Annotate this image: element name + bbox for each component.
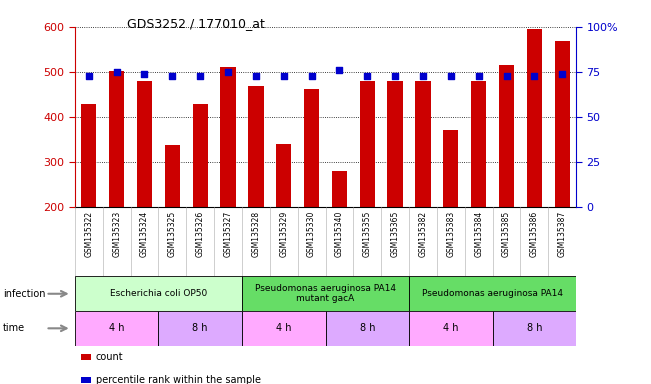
Point (390, 73, 400, 79)
Bar (193, 104, 208, 207)
Text: GSM135355: GSM135355 (363, 211, 372, 257)
Text: GSM135327: GSM135327 (223, 211, 232, 257)
Text: GSM135382: GSM135382 (419, 211, 428, 257)
Text: GSM135340: GSM135340 (335, 211, 344, 257)
Bar (359, 81, 375, 207)
Bar (109, 71, 124, 207)
Text: GSM135386: GSM135386 (530, 211, 539, 257)
Point (83, 73, 94, 79)
Bar (471, 81, 486, 207)
Bar (326, 311, 409, 346)
Text: GSM135328: GSM135328 (251, 211, 260, 257)
Point (445, 73, 456, 79)
Text: GDS3252 / 177010_at: GDS3252 / 177010_at (127, 17, 265, 30)
Bar (221, 66, 236, 207)
Text: GSM135365: GSM135365 (391, 211, 400, 257)
Text: 4 h: 4 h (443, 323, 458, 333)
Text: count: count (96, 352, 123, 362)
Text: GSM135323: GSM135323 (112, 211, 121, 257)
Bar (248, 86, 264, 207)
Text: GSM135329: GSM135329 (279, 211, 288, 257)
Bar (158, 311, 242, 346)
Bar (81, 104, 96, 207)
Bar (137, 81, 152, 207)
Bar (276, 144, 292, 207)
Bar (242, 311, 326, 346)
Bar (409, 276, 576, 311)
Text: 8 h: 8 h (527, 323, 542, 333)
Bar (555, 41, 570, 207)
Bar (332, 171, 347, 207)
Point (473, 73, 484, 79)
Point (334, 67, 344, 73)
Bar (415, 81, 430, 207)
Point (529, 73, 540, 79)
Text: GSM135387: GSM135387 (558, 211, 567, 257)
Text: 8 h: 8 h (359, 323, 375, 333)
Bar (499, 65, 514, 207)
Point (279, 73, 289, 79)
Point (251, 73, 261, 79)
Bar (527, 29, 542, 207)
Bar (165, 145, 180, 207)
Point (223, 69, 233, 75)
Bar (75, 276, 242, 311)
Point (167, 73, 178, 79)
Text: infection: infection (3, 289, 46, 299)
Text: 4 h: 4 h (109, 323, 124, 333)
Point (557, 71, 568, 77)
Text: GSM135326: GSM135326 (196, 211, 204, 257)
Point (195, 73, 206, 79)
Bar (409, 311, 493, 346)
Bar (75, 311, 158, 346)
Bar (443, 130, 458, 207)
Text: GSM135325: GSM135325 (168, 211, 177, 257)
Text: GSM135384: GSM135384 (474, 211, 483, 257)
Point (362, 73, 372, 79)
Text: 8 h: 8 h (193, 323, 208, 333)
Bar (242, 276, 409, 311)
Point (111, 69, 122, 75)
Text: percentile rank within the sample: percentile rank within the sample (96, 375, 260, 384)
Text: GSM135324: GSM135324 (140, 211, 149, 257)
Point (307, 73, 317, 79)
Text: Pseudomonas aeruginosa PA14
mutant gacA: Pseudomonas aeruginosa PA14 mutant gacA (255, 284, 396, 303)
Bar (493, 311, 576, 346)
Text: GSM135330: GSM135330 (307, 211, 316, 257)
Bar (387, 81, 403, 207)
Text: GSM135322: GSM135322 (84, 211, 93, 257)
Point (139, 71, 150, 77)
Point (418, 73, 428, 79)
Text: Pseudomonas aeruginosa PA14: Pseudomonas aeruginosa PA14 (422, 289, 563, 298)
Text: GSM135383: GSM135383 (447, 211, 455, 257)
Text: GSM135385: GSM135385 (502, 211, 511, 257)
Text: 4 h: 4 h (276, 323, 292, 333)
Point (501, 73, 512, 79)
Text: time: time (3, 323, 25, 333)
Bar (304, 89, 319, 207)
Text: Escherichia coli OP50: Escherichia coli OP50 (110, 289, 207, 298)
